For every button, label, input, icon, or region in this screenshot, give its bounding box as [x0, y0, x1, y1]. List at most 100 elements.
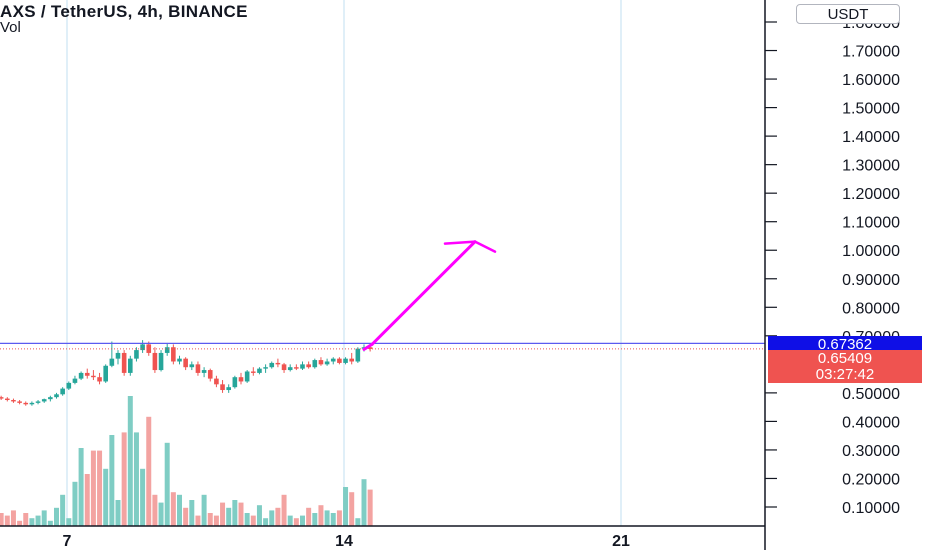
- price-tick-label: 1.00000: [842, 243, 900, 260]
- chart-title: AXS / TetherUS, 4h, BINANCE: [0, 2, 248, 21]
- candle-body: [275, 362, 281, 365]
- volume-bar: [0, 513, 4, 526]
- volume-bar: [35, 515, 41, 526]
- candle-body: [343, 358, 348, 363]
- candle-body: [23, 402, 29, 405]
- time-tick-label: 7: [63, 533, 72, 550]
- volume-bar: [367, 489, 373, 526]
- volume-bar: [293, 518, 299, 526]
- candle-body: [330, 358, 336, 362]
- price-tick-label: 0.20000: [842, 471, 900, 488]
- candle-body: [324, 361, 330, 365]
- volume-bar: [109, 435, 115, 526]
- candle-body: [251, 371, 256, 373]
- candle-body: [121, 352, 127, 373]
- candle-body: [109, 358, 115, 366]
- candle-body: [146, 344, 152, 353]
- candle-body: [0, 397, 4, 399]
- candle-body: [355, 348, 361, 362]
- last-price-tag: 0.65409: [768, 350, 922, 367]
- volume-indicator-label: Vol: [0, 19, 21, 36]
- volume-bar: [72, 481, 78, 526]
- volume-bar: [281, 494, 287, 526]
- volume-bar: [90, 450, 96, 526]
- volume-bar: [189, 500, 195, 526]
- volume-bar: [4, 515, 10, 526]
- volume-bar: [60, 494, 66, 526]
- volume-bar: [312, 513, 318, 526]
- candle-body: [134, 350, 139, 359]
- arrow-tail: [362, 342, 374, 351]
- volume-bar: [269, 510, 275, 526]
- candle-body: [312, 360, 318, 368]
- volume-bar: [170, 492, 176, 526]
- candle-body: [177, 358, 182, 362]
- volume-bar: [183, 507, 189, 526]
- candle-body: [269, 362, 275, 368]
- volume-bar: [164, 442, 170, 526]
- volume-bar: [361, 479, 367, 526]
- candle-body: [220, 384, 225, 391]
- time-axis[interactable]: 7 14 21: [63, 533, 630, 550]
- currency-button[interactable]: USDT: [796, 4, 900, 24]
- volume-bar: [349, 492, 355, 526]
- volume-bar: [29, 518, 35, 526]
- price-tick-label: 1.50000: [842, 101, 900, 118]
- candle-body: [41, 399, 47, 402]
- candle-body: [72, 378, 78, 383]
- volume-bar: [54, 507, 59, 526]
- candle-body: [207, 370, 213, 379]
- volume-bar: [226, 507, 232, 526]
- volume-bar: [121, 432, 127, 526]
- volume-bar: [287, 515, 293, 526]
- volume-bars: [0, 396, 373, 526]
- candle-body: [201, 370, 207, 373]
- candle-body: [152, 352, 158, 371]
- arrow-head: [443, 240, 497, 253]
- volume-bar: [275, 507, 281, 526]
- volume-bar: [330, 513, 336, 526]
- price-axis[interactable]: 1.800001.700001.600001.500001.400001.300…: [765, 15, 900, 517]
- price-tick-label: 0.10000: [842, 500, 900, 517]
- candle-body: [226, 387, 231, 391]
- volume-bar: [263, 518, 269, 526]
- candle-body: [238, 377, 244, 382]
- volume-bar: [115, 500, 121, 526]
- candle-body: [158, 352, 164, 371]
- price-tick-label: 0.50000: [842, 386, 900, 403]
- volume-bar: [207, 513, 213, 526]
- volume-bar: [250, 515, 256, 526]
- volume-bar: [232, 500, 238, 526]
- volume-bar: [152, 494, 158, 526]
- candle-body: [337, 358, 342, 363]
- candle-body: [35, 401, 41, 403]
- candle-body: [367, 347, 373, 349]
- candle-body: [29, 402, 35, 405]
- arrow-shaft: [370, 240, 477, 346]
- candle-body: [66, 382, 72, 389]
- candle-body: [189, 364, 195, 368]
- candle-body: [244, 371, 250, 382]
- price-tick-label: 1.20000: [842, 186, 900, 203]
- volume-bar: [213, 515, 219, 526]
- price-tick-label: 1.40000: [842, 129, 900, 146]
- time-tick-label: 21: [612, 533, 630, 550]
- volume-bar: [324, 510, 330, 526]
- candle-body: [97, 377, 102, 382]
- price-tick-label: 0.90000: [842, 272, 900, 289]
- volume-bar: [17, 520, 23, 526]
- price-tick-label: 1.70000: [842, 44, 900, 61]
- price-tick-label: 1.10000: [842, 215, 900, 232]
- volume-bar: [41, 510, 47, 526]
- candle-body: [115, 352, 121, 359]
- volume-bar: [103, 468, 109, 526]
- bar-countdown-tag: 03:27:42: [768, 366, 922, 383]
- annotation-arrow[interactable]: [362, 240, 497, 351]
- volume-bar: [66, 518, 72, 526]
- candle-body: [84, 372, 90, 376]
- candle-body: [91, 375, 96, 378]
- candle-body: [5, 398, 10, 401]
- candle-body: [214, 378, 219, 385]
- candle-body: [183, 358, 188, 368]
